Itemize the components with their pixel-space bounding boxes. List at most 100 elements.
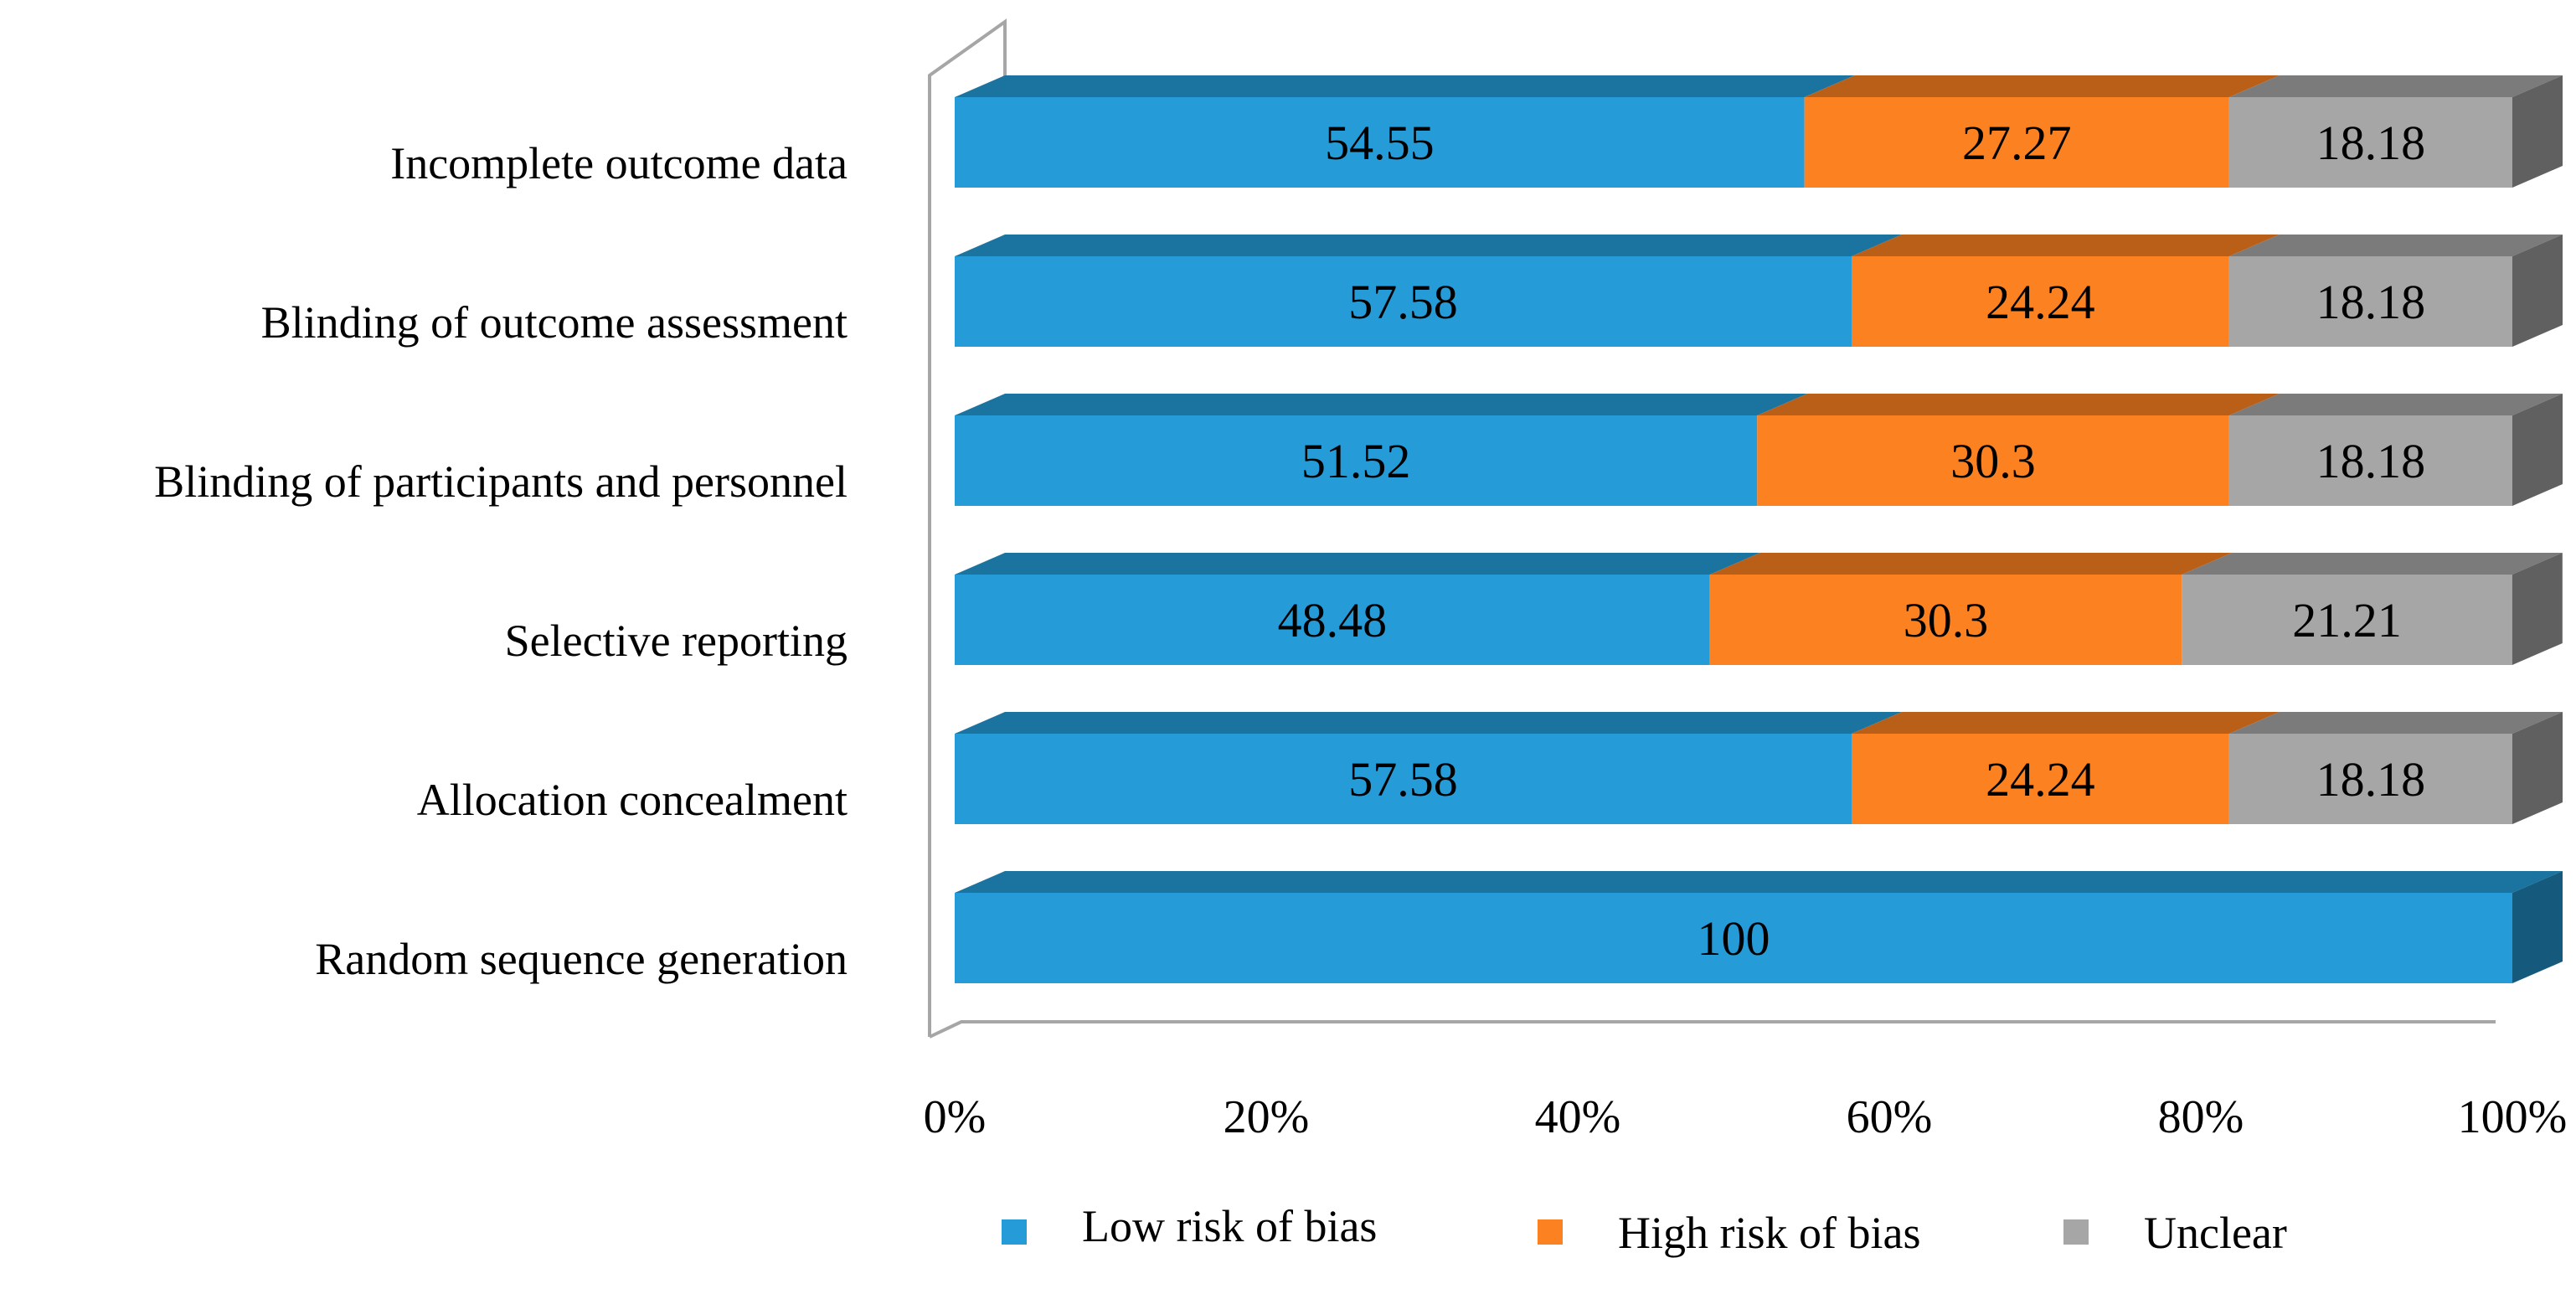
legend-item-high-risk-of-bias: High risk of bias bbox=[1538, 1208, 1920, 1258]
data-label-high-risk-of-bias-blinding-of-outcome-assessment: 24.24 bbox=[1986, 275, 2095, 329]
bar-unclear-blinding-of-participants-and-personnel: 18.18 bbox=[2228, 394, 2563, 506]
data-label-unclear-allocation-concealment: 18.18 bbox=[2316, 752, 2426, 807]
bar-high-risk-of-bias-blinding-of-participants-and-personnel-top bbox=[1757, 394, 2280, 415]
bar-high-risk-of-bias-blinding-of-outcome-assessment-front bbox=[1851, 256, 2229, 347]
bar-high-risk-of-bias-incomplete-outcome-data-top bbox=[1804, 75, 2280, 97]
bar-unclear-blinding-of-participants-and-personnel-front bbox=[2228, 415, 2512, 506]
x-tick-80pct: 80% bbox=[2158, 1091, 2244, 1143]
data-label-low-risk-of-bias-blinding-of-outcome-assessment: 57.58 bbox=[1348, 275, 1458, 329]
bar-low-risk-of-bias-allocation-concealment-front bbox=[955, 734, 1852, 824]
x-axis-ticks: 0% 20% 40% 60% 80% 100% bbox=[924, 1091, 2568, 1143]
bar-row-blinding-of-participants-and-personnel: 51.52 30.3 18.18 bbox=[955, 394, 2563, 506]
data-label-low-risk-of-bias-blinding-of-participants-and-personnel: 51.52 bbox=[1301, 434, 1411, 488]
bar-high-risk-of-bias-allocation-concealment: 24.24 bbox=[1851, 712, 2280, 824]
legend-label-unclear: Unclear bbox=[2144, 1208, 2287, 1258]
legend-swatch-low-risk-of-bias bbox=[1002, 1219, 1027, 1245]
bar-high-risk-of-bias-blinding-of-participants-and-personnel-front bbox=[1757, 415, 2229, 506]
bar-unclear-blinding-of-outcome-assessment-side bbox=[2512, 235, 2563, 347]
bar-unclear-blinding-of-outcome-assessment-front bbox=[2228, 256, 2512, 347]
bar-unclear-blinding-of-outcome-assessment: 18.18 bbox=[2228, 235, 2563, 347]
category-label-blinding-of-outcome-assessment: Blinding of outcome assessment bbox=[261, 297, 848, 348]
bar-high-risk-of-bias-allocation-concealment-top bbox=[1851, 712, 2280, 734]
category-labels: Incomplete outcome data Blinding of outco… bbox=[154, 138, 848, 984]
bar-high-risk-of-bias-allocation-concealment-front bbox=[1851, 734, 2229, 824]
bar-unclear-selective-reporting: 21.21 bbox=[2182, 553, 2563, 665]
back-wall bbox=[928, 18, 1007, 1037]
x-tick-100pct: 100% bbox=[2458, 1091, 2568, 1143]
bar-group: 54.55 27.27 18.18 57.58 24.24 18.18 51.52 30.3 1… bbox=[955, 75, 2563, 983]
bar-high-risk-of-bias-blinding-of-participants-and-personnel: 30.3 bbox=[1757, 394, 2280, 506]
data-label-low-risk-of-bias-selective-reporting: 48.48 bbox=[1278, 593, 1388, 647]
bar-unclear-allocation-concealment-side bbox=[2512, 712, 2563, 824]
legend: Low risk of bias High risk of bias Unclear bbox=[1002, 1201, 2287, 1258]
bar-high-risk-of-bias-incomplete-outcome-data-front bbox=[1804, 97, 2229, 188]
bar-row-blinding-of-outcome-assessment: 57.58 24.24 18.18 bbox=[955, 235, 2563, 347]
data-label-unclear-incomplete-outcome-data: 18.18 bbox=[2316, 116, 2426, 170]
bar-high-risk-of-bias-blinding-of-outcome-assessment: 24.24 bbox=[1851, 235, 2280, 347]
floor-edge bbox=[929, 1020, 2496, 1039]
bar-low-risk-of-bias-incomplete-outcome-data-front bbox=[955, 97, 1805, 188]
bar-low-risk-of-bias-selective-reporting-top bbox=[955, 553, 1760, 575]
bar-low-risk-of-bias-blinding-of-participants-and-personnel-front bbox=[955, 415, 1758, 506]
bar-low-risk-of-bias-incomplete-outcome-data: 54.55 bbox=[955, 75, 1855, 188]
data-label-low-risk-of-bias-allocation-concealment: 57.58 bbox=[1348, 752, 1458, 807]
category-label-allocation-concealment: Allocation concealment bbox=[417, 775, 848, 825]
bar-unclear-incomplete-outcome-data-side bbox=[2512, 75, 2563, 188]
bar-high-risk-of-bias-selective-reporting-top bbox=[1709, 553, 2233, 575]
bar-unclear-blinding-of-participants-and-personnel-side bbox=[2512, 394, 2563, 506]
bar-low-risk-of-bias-random-sequence-generation-top bbox=[955, 871, 2563, 893]
legend-swatch-high-risk-of-bias bbox=[1538, 1219, 1563, 1245]
bar-row-allocation-concealment: 57.58 24.24 18.18 bbox=[955, 712, 2563, 824]
bar-row-selective-reporting: 48.48 30.3 21.21 bbox=[955, 553, 2563, 665]
bar-unclear-selective-reporting-side bbox=[2512, 553, 2563, 665]
bar-unclear-incomplete-outcome-data-front bbox=[2228, 97, 2512, 188]
legend-item-unclear: Unclear bbox=[2063, 1208, 2287, 1258]
bar-low-risk-of-bias-allocation-concealment: 57.58 bbox=[955, 712, 1902, 824]
legend-label-low-risk-of-bias: Low risk of bias bbox=[1082, 1201, 1377, 1251]
category-label-random-sequence-generation: Random sequence generation bbox=[315, 934, 848, 984]
bar-high-risk-of-bias-blinding-of-outcome-assessment-top bbox=[1851, 235, 2280, 256]
bar-unclear-incomplete-outcome-data-top bbox=[2228, 75, 2563, 97]
x-tick-20pct: 20% bbox=[1224, 1091, 1310, 1143]
bar-unclear-allocation-concealment-front bbox=[2228, 734, 2512, 824]
bar-low-risk-of-bias-selective-reporting-front bbox=[955, 575, 1710, 665]
legend-swatch-unclear bbox=[2063, 1219, 2089, 1245]
legend-item-low-risk-of-bias: Low risk of bias bbox=[1002, 1201, 1377, 1251]
bar-low-risk-of-bias-allocation-concealment-top bbox=[955, 712, 1902, 734]
category-label-selective-reporting: Selective reporting bbox=[505, 616, 848, 666]
data-label-high-risk-of-bias-incomplete-outcome-data: 27.27 bbox=[1962, 116, 2072, 170]
bar-unclear-selective-reporting-front bbox=[2182, 575, 2512, 665]
bar-low-risk-of-bias-selective-reporting: 48.48 bbox=[955, 553, 1760, 665]
bar-low-risk-of-bias-random-sequence-generation-front bbox=[955, 893, 2512, 983]
bar-unclear-selective-reporting-top bbox=[2182, 553, 2563, 575]
bar-row-random-sequence-generation: 100 bbox=[955, 871, 2563, 983]
bar-low-risk-of-bias-blinding-of-participants-and-personnel-top bbox=[955, 394, 1808, 415]
bar-high-risk-of-bias-incomplete-outcome-data: 27.27 bbox=[1804, 75, 2280, 188]
data-label-unclear-blinding-of-participants-and-personnel: 18.18 bbox=[2316, 434, 2426, 488]
category-label-blinding-of-participants-and-personnel: Blinding of participants and personnel bbox=[154, 456, 848, 507]
data-label-high-risk-of-bias-blinding-of-participants-and-personnel: 30.3 bbox=[1950, 434, 2036, 488]
x-tick-60pct: 60% bbox=[1847, 1091, 1933, 1143]
bar-low-risk-of-bias-incomplete-outcome-data-top bbox=[955, 75, 1855, 97]
category-label-incomplete-outcome-data: Incomplete outcome data bbox=[390, 138, 848, 188]
data-label-low-risk-of-bias-incomplete-outcome-data: 54.55 bbox=[1325, 116, 1435, 170]
bar-low-risk-of-bias-blinding-of-outcome-assessment-front bbox=[955, 256, 1852, 347]
x-tick-0pct: 0% bbox=[924, 1091, 987, 1143]
bar-unclear-allocation-concealment-top bbox=[2228, 712, 2563, 734]
chart-walls bbox=[928, 18, 2496, 1039]
bar-unclear-blinding-of-outcome-assessment-top bbox=[2228, 235, 2563, 256]
bar-row-incomplete-outcome-data: 54.55 27.27 18.18 bbox=[955, 75, 2563, 188]
bar-low-risk-of-bias-random-sequence-generation-side bbox=[2512, 871, 2563, 983]
bar-low-risk-of-bias-blinding-of-outcome-assessment: 57.58 bbox=[955, 235, 1902, 347]
bar-high-risk-of-bias-selective-reporting: 30.3 bbox=[1709, 553, 2233, 665]
bar-unclear-allocation-concealment: 18.18 bbox=[2228, 712, 2563, 824]
x-tick-40pct: 40% bbox=[1535, 1091, 1621, 1143]
bar-unclear-blinding-of-participants-and-personnel-top bbox=[2228, 394, 2563, 415]
bar-low-risk-of-bias-blinding-of-outcome-assessment-top bbox=[955, 235, 1902, 256]
data-label-high-risk-of-bias-selective-reporting: 30.3 bbox=[1904, 593, 1989, 647]
data-label-low-risk-of-bias-random-sequence-generation: 100 bbox=[1698, 911, 1770, 966]
data-label-high-risk-of-bias-allocation-concealment: 24.24 bbox=[1986, 752, 2095, 807]
bar-low-risk-of-bias-random-sequence-generation: 100 bbox=[955, 871, 2563, 983]
